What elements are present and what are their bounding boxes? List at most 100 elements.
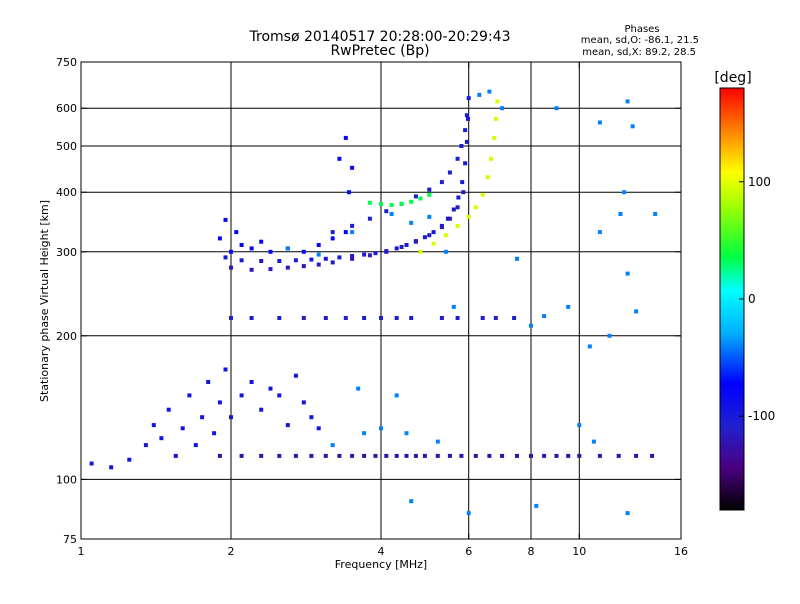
colorbar-label: [deg]: [714, 70, 751, 86]
scatter-point: [413, 239, 418, 244]
scatter-points: [89, 89, 658, 516]
scatter-point: [323, 453, 328, 458]
scatter-point: [515, 256, 519, 261]
scatter-point: [384, 209, 389, 214]
scatter-point: [277, 393, 282, 398]
scatter-point: [259, 407, 264, 412]
scatter-point: [337, 453, 342, 458]
scatter-point: [495, 99, 500, 104]
scatter-point: [618, 212, 623, 216]
scatter-point: [404, 243, 409, 247]
scatter-point: [460, 180, 465, 185]
scatter-point: [459, 453, 464, 458]
colorbar-tick-label: 0: [748, 292, 756, 306]
scatter-point: [435, 453, 440, 458]
scatter-point: [399, 201, 404, 206]
y-tick-label: 750: [56, 56, 77, 69]
scatter-point: [413, 194, 418, 199]
scatter-point: [427, 214, 432, 219]
x-axis-label: Frequency [MHz]: [335, 558, 427, 571]
scatter-point: [447, 170, 452, 175]
colorbar-tick-label: 100: [748, 175, 771, 189]
scatter-point: [356, 386, 361, 391]
scatter-point: [229, 265, 233, 270]
scatter-point: [587, 344, 592, 349]
colorbar: [719, 87, 745, 511]
phases-mean-o: mean, sd,O: -86.1, 21.5: [581, 35, 699, 46]
scatter-point: [487, 453, 492, 458]
scatter-point: [301, 249, 306, 254]
scatter-point: [591, 439, 596, 444]
scatter-point: [554, 106, 559, 111]
scatter-point: [223, 367, 228, 372]
scatter-point: [515, 453, 519, 458]
scatter-point: [473, 205, 478, 210]
scatter-point: [477, 92, 482, 97]
scatter-point: [447, 216, 452, 221]
scatter-point: [384, 249, 389, 254]
scatter-point: [249, 316, 254, 320]
y-tick-label: 100: [56, 473, 77, 486]
scatter-point: [443, 249, 448, 254]
scatter-point: [653, 212, 658, 216]
scatter-point: [394, 316, 399, 320]
x-tick-label: 1: [78, 545, 85, 558]
scatter-point: [409, 220, 414, 225]
scatter-point: [229, 316, 233, 320]
scatter-point: [394, 246, 399, 251]
scatter-point: [493, 116, 498, 121]
scatter-point: [418, 196, 423, 201]
scatter-point: [151, 423, 156, 428]
scatter-point: [485, 175, 490, 180]
scatter-point: [259, 259, 264, 263]
scatter-point: [439, 316, 444, 320]
scatter-point: [166, 407, 171, 412]
scatter-point: [301, 316, 306, 320]
scatter-point: [443, 233, 448, 238]
scatter-point: [500, 106, 505, 111]
y-axis-label: Stationary phase Virtual Height [km]: [38, 200, 51, 402]
scatter-point: [427, 233, 432, 238]
scatter-point: [625, 511, 630, 516]
scatter-point: [622, 190, 627, 195]
x-tick-label: 4: [378, 545, 385, 558]
scatter-point: [625, 271, 630, 276]
scatter-point: [529, 323, 533, 328]
scatter-point: [337, 255, 342, 260]
scatter-point: [229, 249, 233, 254]
scatter-point: [463, 128, 468, 133]
scatter-point: [330, 260, 335, 265]
scatter-point: [367, 216, 372, 221]
scatter-point: [464, 113, 469, 118]
scatter-point: [109, 465, 114, 470]
scatter-point: [650, 453, 655, 458]
scatter-point: [577, 423, 582, 428]
scatter-point: [455, 205, 460, 210]
scatter-point: [309, 257, 314, 262]
scatter-point: [542, 453, 547, 458]
scatter-point: [350, 256, 355, 261]
scatter-point: [451, 304, 456, 309]
scatter-point: [466, 511, 471, 516]
y-tick-label: 300: [56, 246, 77, 259]
scatter-point: [597, 230, 602, 235]
scatter-point: [268, 249, 273, 254]
scatter-point: [293, 373, 298, 378]
scatter-point: [529, 453, 533, 458]
scatter-point: [200, 415, 205, 420]
scatter-point: [409, 199, 414, 204]
scatter-point: [409, 316, 414, 320]
scatter-point: [362, 252, 367, 257]
scatter-point: [439, 180, 444, 185]
scatter-point: [239, 258, 244, 263]
scatter-point: [512, 316, 517, 320]
scatter-point: [285, 246, 290, 251]
scatter-point: [379, 201, 383, 206]
axis-ticks: 1 2 4 6 8 10 16 75 100 200 300 400 500 600 750: [56, 56, 688, 558]
scatter-point: [422, 235, 427, 240]
scatter-point: [399, 245, 404, 249]
scatter-point: [634, 453, 639, 458]
scatter-point: [394, 393, 399, 398]
colorbar-ticks: 100 0 -100: [739, 175, 775, 423]
